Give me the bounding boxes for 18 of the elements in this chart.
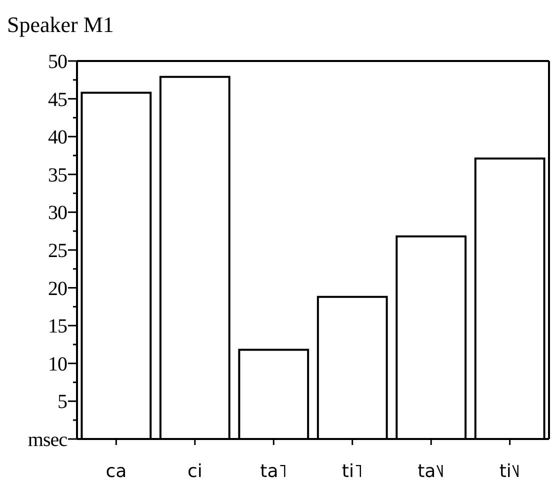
y-tick-label: 40 xyxy=(48,126,68,149)
x-tick-label: ca xyxy=(106,461,127,482)
y-tick-label: 35 xyxy=(48,164,68,186)
x-tick-label: ti˥˩ xyxy=(499,461,520,482)
y-tick-label: 50 xyxy=(48,51,68,73)
x-tick-label: ta˥˩ xyxy=(418,461,445,482)
y-tick-label: 30 xyxy=(48,202,68,224)
y-tick-label: 15 xyxy=(48,316,68,338)
x-tick-label: ci xyxy=(187,461,202,482)
x-tick-label: ti˥ xyxy=(342,461,363,482)
y-tick-label: 45 xyxy=(48,88,68,111)
y-tick-label: msec xyxy=(28,429,68,451)
chart-title: Speaker M1 xyxy=(7,12,114,37)
x-tick-label: ta˥ xyxy=(260,461,288,482)
y-tick-label: 25 xyxy=(48,240,68,262)
y-tick-label: 20 xyxy=(48,278,68,300)
y-tick-label: 5 xyxy=(58,391,68,414)
y-tick-label: 10 xyxy=(48,353,68,376)
